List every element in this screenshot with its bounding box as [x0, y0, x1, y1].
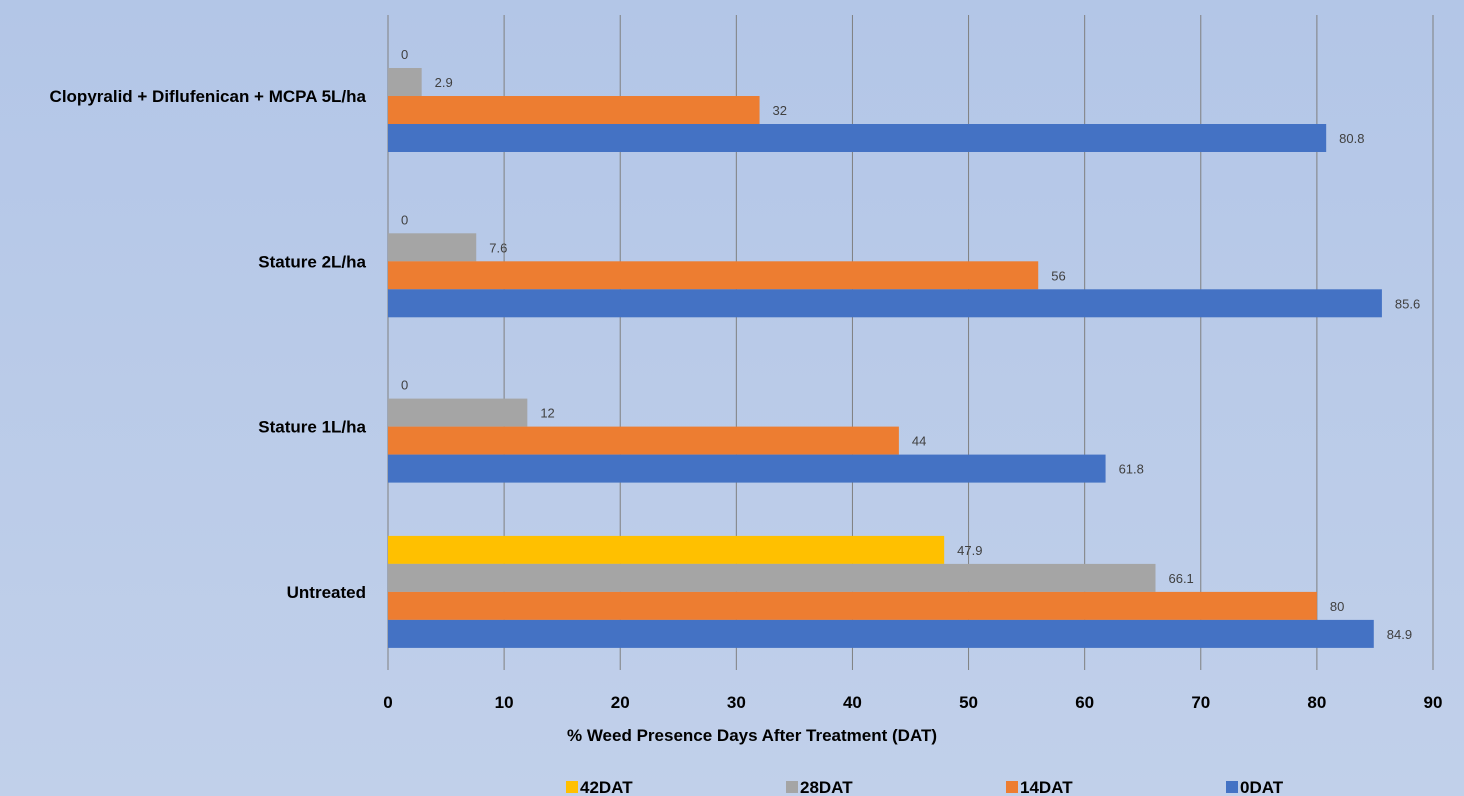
x-tick-label: 70 — [1191, 693, 1210, 712]
bar-28dat — [388, 398, 528, 427]
category-labels: Clopyralid + Diflufenican + MCPA 5L/ha St… — [50, 87, 367, 602]
x-tick-label: 0 — [383, 693, 392, 712]
legend-swatch — [566, 781, 578, 793]
bar-14dat — [388, 426, 899, 455]
x-tick-label: 10 — [495, 693, 514, 712]
bar-0dat — [388, 454, 1106, 483]
legend-label: 0DAT — [1240, 778, 1284, 796]
bar-0dat — [388, 124, 1327, 152]
x-axis-title: % Weed Presence Days After Treatment (DA… — [567, 726, 937, 745]
bar-14dat — [388, 96, 760, 124]
legend-label: 28DAT — [800, 778, 853, 796]
data-label: 0 — [401, 212, 408, 227]
x-tick-label: 30 — [727, 693, 746, 712]
data-label: 84.9 — [1387, 627, 1412, 642]
data-label: 44 — [912, 434, 926, 449]
bar-28dat — [388, 68, 422, 96]
legend-swatch — [786, 781, 798, 793]
data-label: 32 — [773, 103, 787, 118]
x-tick-label: 50 — [959, 693, 978, 712]
bar-0dat — [388, 619, 1374, 648]
legend-label: 14DAT — [1020, 778, 1073, 796]
data-label: 2.9 — [435, 75, 453, 90]
legend-label: 42DAT — [580, 778, 633, 796]
data-label: 80 — [1330, 599, 1344, 614]
category-label: Stature 2L/ha — [258, 252, 366, 271]
bar-0dat — [388, 289, 1382, 318]
data-label: 12 — [540, 406, 554, 421]
bar-28dat — [388, 563, 1156, 592]
data-label: 7.6 — [489, 240, 507, 255]
bars — [388, 68, 1382, 648]
data-label: 47.9 — [957, 543, 982, 558]
category-label: Clopyralid + Diflufenican + MCPA 5L/ha — [50, 87, 367, 106]
x-tick-label: 80 — [1307, 693, 1326, 712]
category-label: Untreated — [287, 583, 366, 602]
x-tick-label: 90 — [1424, 693, 1443, 712]
legend-swatch — [1006, 781, 1018, 793]
legend: 42DAT 28DAT 14DAT 0DAT — [566, 778, 1284, 796]
bar-14dat — [388, 261, 1039, 290]
legend-swatch — [1226, 781, 1238, 793]
data-label: 0 — [401, 378, 408, 393]
x-tick-label: 20 — [611, 693, 630, 712]
bar-42dat — [388, 535, 945, 564]
data-label: 0 — [401, 47, 408, 62]
x-tick-label: 60 — [1075, 693, 1094, 712]
x-tick-labels: 0 10 20 30 40 50 60 70 80 90 — [383, 693, 1442, 712]
data-label: 61.8 — [1119, 462, 1144, 477]
data-label: 80.8 — [1339, 131, 1364, 146]
data-labels: 0 2.9 32 80.8 0 7.6 56 85.6 0 12 44 61.8 47.9 66.1 80 8… — [401, 47, 1420, 642]
data-label: 85.6 — [1395, 296, 1420, 311]
bar-28dat — [388, 233, 477, 262]
x-tick-label: 40 — [843, 693, 862, 712]
data-label: 66.1 — [1168, 571, 1193, 586]
category-label: Stature 1L/ha — [258, 418, 366, 437]
data-label: 56 — [1051, 268, 1065, 283]
bar-14dat — [388, 591, 1317, 620]
